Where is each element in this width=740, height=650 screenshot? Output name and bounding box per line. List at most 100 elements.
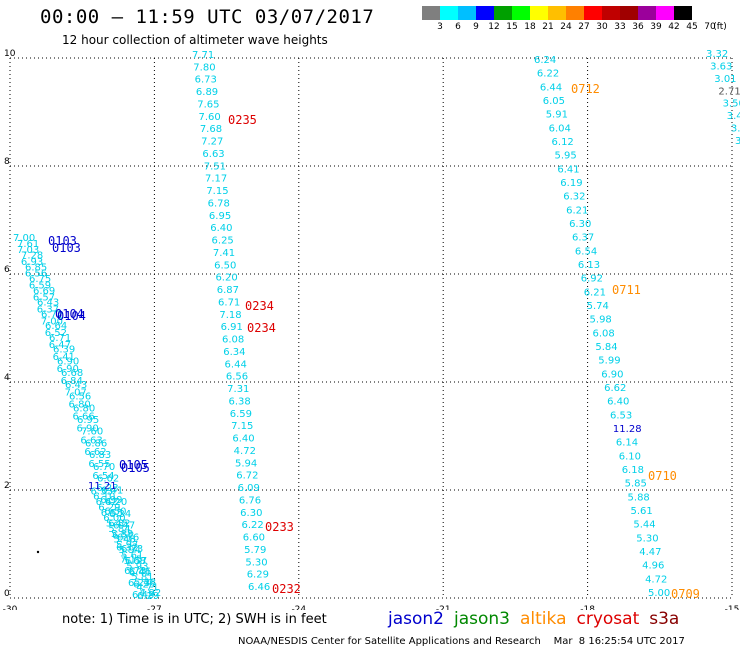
wave-height-label: 6.42 — [96, 497, 118, 508]
wave-height-label: 5.44 — [633, 520, 655, 531]
scale-label: 21 — [542, 22, 554, 32]
wave-height-label: 6.41 — [129, 568, 151, 579]
pass-time-label: 0235 — [228, 113, 257, 127]
pass-time-label: 0710 — [648, 469, 677, 483]
wave-height-label: 6.23 — [96, 483, 118, 494]
scale-swatch — [620, 6, 638, 20]
wave-height-label: 6.47 — [49, 340, 71, 351]
scale-swatch — [638, 6, 656, 20]
scale-label: 3 — [437, 22, 443, 32]
scale-label: 33 — [614, 22, 626, 32]
wave-height-label: 4.71 — [136, 583, 158, 594]
y-tick-label: 8 — [4, 157, 10, 167]
wave-height-label: 7.71 — [192, 50, 214, 61]
scale-swatch — [566, 6, 584, 20]
wave-height-label: 7.51 — [204, 161, 226, 172]
wave-height-label: 7.17 — [205, 174, 227, 185]
wave-height-label: 6.10 — [619, 451, 641, 462]
wave-height-label: 6.34 — [223, 347, 245, 358]
scale-swatch — [422, 6, 440, 20]
scale-label: 42 — [668, 22, 680, 32]
wave-height-label: 6.54 — [575, 246, 597, 257]
wave-height-label: 6.83 — [89, 450, 111, 461]
wave-height-label: 6.24 — [534, 55, 556, 66]
wave-height-label: 6.46 — [248, 582, 270, 593]
wave-height-label: 6.41 — [101, 485, 123, 496]
wave-height-label: 4.47 — [639, 547, 661, 558]
wave-height-label: 7.27 — [201, 137, 223, 148]
x-tick-label: -27 — [147, 605, 162, 610]
pass-time-label: 0104 — [55, 307, 84, 321]
wave-height-label: 6.22 — [537, 69, 559, 80]
wave-height-label: 6.44 — [225, 359, 247, 370]
wave-height-label: 6.53 — [610, 410, 632, 421]
wave-height-label: 7.03 — [17, 245, 39, 256]
wave-height-label: 6.08 — [592, 328, 614, 339]
scale-swatch — [656, 6, 674, 20]
wave-height-label: 6.38 — [228, 396, 250, 407]
color-scale-labels: 3 6 9 12 15 18 21 24 27 30 33 36 39 42 45 70 (ft) — [422, 22, 740, 34]
wave-height-label: 6.21 — [584, 287, 606, 298]
wave-height-label: 6.47 — [113, 521, 135, 532]
wave-height-label: 5.95 — [554, 151, 576, 162]
wave-height-label: 6.29 — [247, 570, 269, 581]
wave-height-label: 6.95 — [77, 415, 99, 426]
wave-height-label: 5.61 — [630, 506, 652, 517]
wave-height-label: 5.81 — [131, 572, 153, 583]
wave-height-label: 6.25 — [212, 236, 234, 247]
wave-height-label: 6.80 — [69, 400, 91, 411]
wave-height-label: 6.73 — [195, 75, 217, 86]
wave-height-label: 7.60 — [81, 427, 103, 438]
wave-height-label: 3.4 — [727, 111, 740, 122]
wave-height-label: 4.72 — [234, 446, 256, 457]
wave-height-label: 6.72 — [41, 309, 63, 320]
axis-tick-labels: -30 -27 -24 -21 -18 -15 0 2 4 6 8 10 — [3, 49, 740, 610]
wave-height-label: 6.90 — [57, 364, 79, 375]
wave-height-label: 6.71 — [218, 297, 240, 308]
y-tick-label: 4 — [4, 373, 10, 383]
wave-height-label: 5.48 — [114, 535, 136, 546]
wave-height-label: 6.70 — [93, 462, 115, 473]
scale-label: (ft) — [713, 22, 727, 32]
y-tick-label: 0 — [4, 589, 10, 599]
wave-height-label: 5.46 — [129, 567, 151, 578]
pass-time-label: 0105 — [121, 461, 150, 475]
pass-time-label: 0232 — [272, 582, 301, 596]
wave-height-label: 11.28 — [613, 424, 642, 435]
stray-dot — [36, 550, 40, 554]
scale-swatch — [530, 6, 548, 20]
wave-height-label: 6.80 — [73, 403, 95, 414]
pass-time-label: 0233 — [265, 520, 294, 534]
wave-height-label: 6.71 — [49, 333, 71, 344]
wave-height-label: 6.34 — [109, 509, 131, 520]
wave-height-label: 6.63 — [80, 435, 102, 446]
wave-height-label: 6.32 — [563, 192, 585, 203]
scale-label: 27 — [578, 22, 590, 32]
wave-height-label: 5.79 — [244, 545, 266, 556]
map-subtitle: 12 hour collection of altimeter wave hei… — [62, 33, 328, 47]
wave-height-label: 6.44 — [540, 82, 562, 93]
wave-height-label: 6.56 — [25, 269, 47, 280]
wave-height-label: 6.18 — [622, 465, 644, 476]
wave-height-label: 6.62 — [604, 383, 626, 394]
wave-height-label: 6.12 — [552, 137, 574, 148]
wave-height-label: 6.64 — [45, 321, 67, 332]
scale-label: 9 — [473, 22, 479, 32]
pass-time-label: 0712 — [571, 82, 600, 96]
y-tick-label: 2 — [4, 481, 10, 491]
wave-height-label: 6.41 — [53, 352, 75, 363]
map-title: 00:00 – 11:59 UTC 03/07/2017 — [40, 6, 375, 28]
wave-height-label: 6.37 — [572, 233, 594, 244]
wave-height-label: 6.62 — [84, 447, 106, 458]
x-tick-label: -18 — [580, 605, 595, 610]
wave-height-label: 7.80 — [193, 62, 215, 73]
wave-height-label: 7.18 — [219, 310, 241, 321]
wave-height-label: 6.48 — [132, 590, 154, 601]
wave-height-label: 6.73 — [121, 544, 143, 555]
wave-height-label: 3 — [735, 136, 740, 147]
wave-height-label: 6.23 — [128, 578, 150, 589]
wave-height-label: 7.28 — [21, 251, 43, 262]
scale-swatch — [512, 6, 530, 20]
wave-height-label: 6.20 — [105, 497, 127, 508]
wave-height-label: 3.63 — [710, 61, 732, 72]
